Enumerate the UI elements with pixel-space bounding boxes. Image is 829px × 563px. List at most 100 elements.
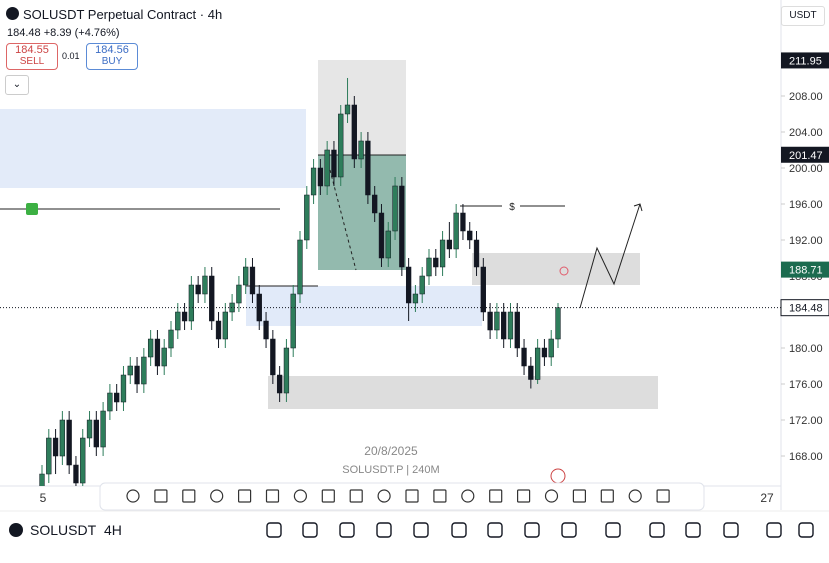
price-tag-label: 211.95 [789, 55, 822, 67]
candle-body [188, 284, 195, 322]
tool-icon [126, 489, 140, 503]
candle-body [467, 230, 473, 241]
price-tag-label: 184.48 [789, 303, 823, 315]
dollar-label: $ [509, 202, 515, 213]
nav-icon [605, 522, 621, 538]
nav-icon [685, 522, 701, 538]
candle-body [209, 275, 215, 322]
candle-body [324, 149, 330, 187]
candle-body [141, 356, 147, 385]
check-icon [26, 203, 38, 215]
drawings [0, 60, 658, 484]
toolbar-icons [126, 489, 670, 503]
x-tick-label: 5 [40, 491, 47, 505]
tool-icon [461, 489, 475, 503]
candle-body [86, 419, 93, 439]
collapse-button[interactable]: ⌄ [5, 75, 29, 95]
nav-icon [266, 522, 282, 538]
tool-icon [433, 489, 447, 503]
bottom-interval[interactable]: 4H [104, 522, 122, 538]
price-tag [780, 299, 829, 317]
candle-body [548, 338, 554, 358]
zone [246, 286, 482, 326]
arrow-head [633, 203, 643, 212]
candle-body [331, 149, 337, 178]
tool-icon [154, 489, 168, 503]
tool-icon [238, 489, 252, 503]
tool-icon [405, 489, 419, 503]
candle-body [372, 194, 378, 214]
candle-body [439, 239, 446, 268]
tool-icon [600, 489, 614, 503]
candle-body [514, 311, 520, 349]
sell-label: SELL [19, 56, 45, 67]
candle-body [127, 365, 133, 376]
candle-body [521, 347, 527, 367]
bulb-icon [559, 266, 569, 276]
price-tag [781, 52, 829, 69]
nav-icon [561, 522, 577, 538]
candle-body [243, 266, 249, 286]
candle-body [256, 293, 262, 322]
candle-body [168, 329, 174, 349]
candle-body [555, 307, 561, 340]
candle-body [433, 257, 439, 268]
candle-body [39, 473, 45, 486]
tool-icon [628, 489, 642, 503]
candle-body [229, 302, 235, 313]
alert-icon [550, 468, 566, 484]
symbol-icon [9, 523, 23, 537]
candle-body [100, 410, 106, 448]
nav-icon [798, 522, 814, 538]
candle-body [446, 239, 453, 250]
symbol-title: SOLUSDT Perpetual Contract · 4h [23, 7, 223, 22]
candle-body [501, 311, 507, 340]
sell-button[interactable]: 184.55 SELL [6, 43, 58, 70]
currency[interactable]: USDT [781, 6, 825, 26]
price-tag-label: 201.47 [789, 150, 823, 162]
candle-body [276, 374, 283, 394]
price-axis-bg [781, 0, 829, 563]
candle-body [93, 419, 99, 448]
candle-body [114, 392, 120, 403]
candle-body [73, 464, 79, 484]
candle-body [541, 347, 548, 358]
candles [39, 77, 561, 486]
nav-icon [302, 522, 318, 538]
quote: 184.48 +8.39 (+4.76%) [7, 27, 120, 39]
candle-body [392, 185, 398, 232]
tool-icon [182, 489, 196, 503]
nav-icon [649, 522, 665, 538]
sell-price: 184.55 [15, 44, 49, 56]
nav-icon [723, 522, 739, 538]
candle-body [460, 212, 466, 232]
nav-icon [376, 522, 392, 538]
y-tick-label: 208.00 [789, 91, 823, 103]
candle-body [222, 311, 228, 340]
buy-button[interactable]: 184.56 BUY [86, 43, 138, 70]
candle-body [283, 347, 290, 394]
y-tick-label: 180.00 [789, 343, 823, 355]
candle-body [107, 392, 113, 412]
candle-body [161, 347, 167, 367]
candle-body [181, 311, 188, 322]
candle-body [236, 284, 242, 304]
candle-body [494, 311, 500, 331]
candle-body [344, 104, 351, 115]
nav-icon [339, 522, 355, 538]
candle-body [528, 365, 534, 380]
candle-body [120, 374, 127, 403]
zone [268, 376, 658, 409]
candle-body [202, 275, 208, 295]
candle-body [534, 347, 541, 380]
tool-icon [293, 489, 307, 503]
nav-icon [766, 522, 782, 538]
candle-body [80, 437, 86, 484]
logo [6, 7, 19, 20]
bottom-symbol[interactable]: SOLUSDT [30, 522, 97, 538]
candle-body [66, 419, 72, 466]
arrow [329, 169, 357, 271]
candle-body [378, 212, 385, 259]
candle-body [249, 266, 256, 295]
